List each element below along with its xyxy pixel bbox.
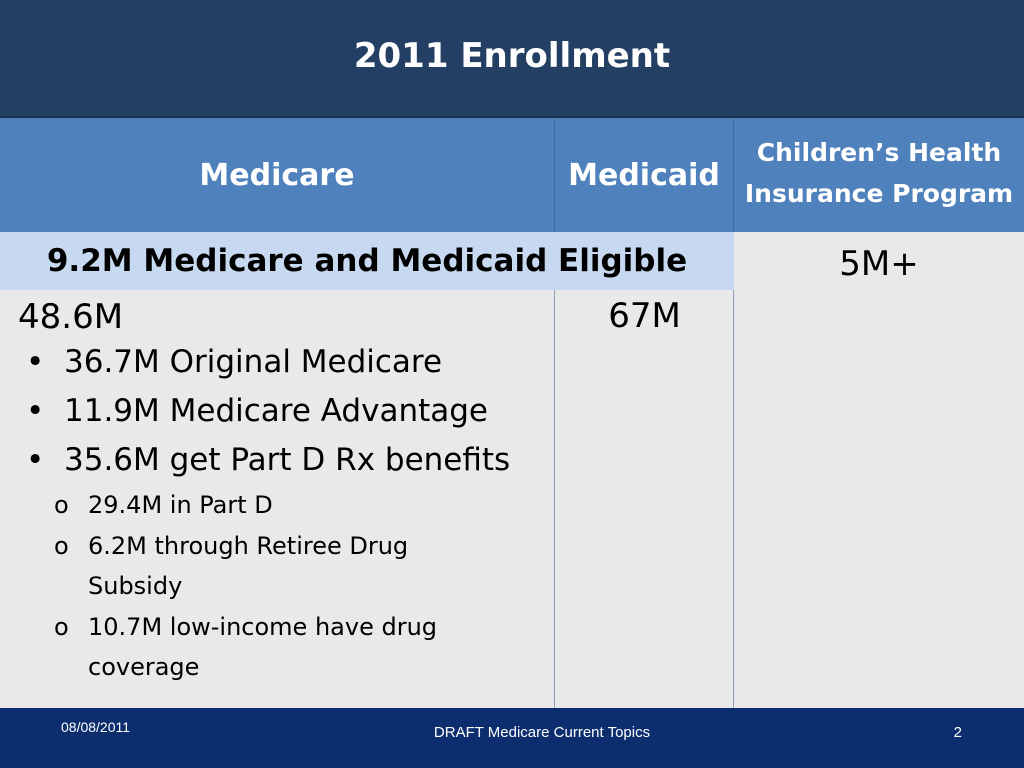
table-header-row: Medicare Medicaid Children’s Health Insu…	[0, 118, 1024, 232]
circle-bullet-icon: o	[54, 491, 69, 519]
dual-eligible-banner: 9.2M Medicare and Medicaid Eligible	[0, 232, 734, 290]
bullet-icon: •	[26, 344, 45, 380]
title-bar: 2011 Enrollment	[0, 0, 1024, 118]
list-item: • 35.6M get Part D Rx benefits	[18, 436, 548, 485]
page-number: 2	[953, 724, 962, 741]
bullet-icon: •	[26, 442, 45, 478]
header-medicare: Medicare	[0, 118, 555, 232]
header-medicaid: Medicaid	[555, 118, 734, 232]
sub-list-item-text: 10.7M low-income have drug	[88, 612, 438, 641]
list-item-text: 35.6M get Part D Rx benefits	[64, 442, 511, 478]
slide-title: 2011 Enrollment	[353, 36, 671, 76]
sub-list-item: o 6.2M through Retiree Drug	[18, 526, 548, 567]
medicaid-cell	[555, 232, 734, 708]
sub-list-item: o 29.4M in Part D	[18, 485, 548, 526]
footer-date: 08/08/2011	[61, 719, 131, 735]
sub-list-item-text: 6.2M through Retiree Drug	[88, 531, 409, 560]
bullet-icon: •	[26, 393, 45, 429]
sub-list-item-text: 29.4M in Part D	[88, 491, 273, 519]
medicare-total: 48.6M	[18, 297, 124, 337]
chip-cell	[734, 232, 1024, 708]
list-item-text: 11.9M Medicare Advantage	[64, 393, 488, 429]
medicaid-total: 67M	[608, 296, 681, 336]
circle-bullet-icon: o	[54, 531, 69, 560]
sub-list-item-continuation: coverage	[18, 647, 548, 688]
header-chip-line1: Children’s Health	[756, 138, 1002, 167]
medicare-cell	[0, 232, 555, 708]
sub-list-item-text: Subsidy	[88, 572, 183, 600]
header-chip: Children’s Health Insurance Program	[734, 118, 1024, 232]
header-chip-line2: Insurance Program	[744, 179, 1014, 208]
list-item-text: 36.7M Original Medicare	[64, 344, 443, 380]
footer-topic: DRAFT Medicare Current Topics	[433, 724, 651, 741]
circle-bullet-icon: o	[54, 612, 69, 641]
list-item: • 36.7M Original Medicare	[18, 338, 548, 387]
slide-footer: 08/08/2011 DRAFT Medicare Current Topics…	[0, 708, 1024, 768]
list-item: • 11.9M Medicare Advantage	[18, 387, 548, 436]
sub-list-item-continuation: Subsidy	[18, 566, 548, 607]
sub-list-item-text: coverage	[88, 653, 200, 681]
medicare-breakdown: 48.6M • 36.7M Original Medicare • 11.9M …	[18, 296, 548, 688]
sub-list-item: o 10.7M low-income have drug	[18, 607, 548, 648]
chip-total: 5M+	[839, 244, 919, 284]
